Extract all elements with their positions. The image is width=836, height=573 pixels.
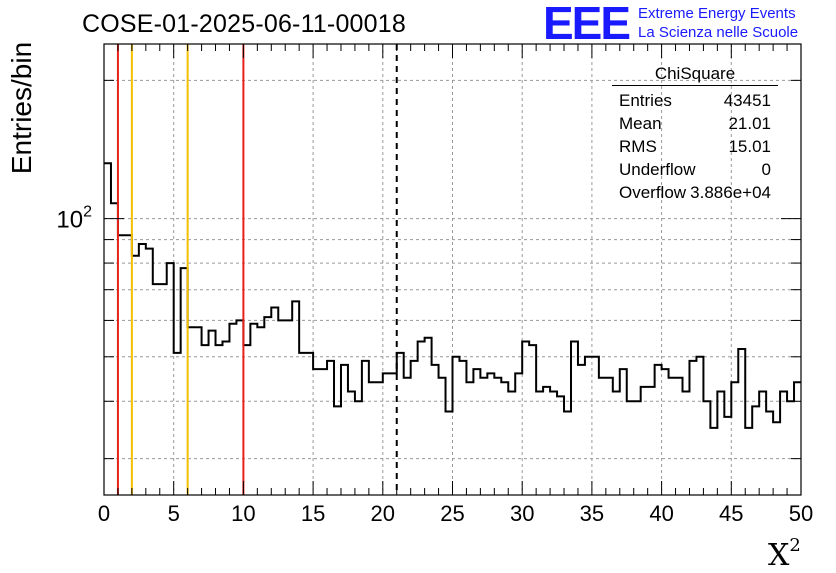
chart-title: COSE-01-2025-06-11-00018 bbox=[82, 10, 406, 38]
x-tick-label: 5 bbox=[168, 501, 180, 526]
x-tick-label: 50 bbox=[789, 501, 813, 526]
histogram bbox=[104, 162, 801, 429]
histogram-outline bbox=[104, 162, 801, 429]
stats-box: ChiSquare Entries 43451 Mean 21.01 RMS 15.0… bbox=[612, 64, 778, 204]
stats-key: RMS bbox=[619, 137, 657, 156]
stats-value: 3.886e+04 bbox=[690, 183, 771, 202]
stats-value: 43451 bbox=[723, 91, 771, 110]
x-tick-label: 40 bbox=[649, 501, 673, 526]
stats-row-underflow: Underflow 0 bbox=[612, 158, 778, 181]
stats-row-rms: RMS 15.01 bbox=[612, 135, 778, 158]
stats-value: 21.01 bbox=[728, 114, 771, 133]
x-tick-label: 10 bbox=[231, 501, 255, 526]
reference-lines bbox=[116, 44, 398, 495]
x-tick-label: 45 bbox=[719, 501, 743, 526]
eee-logo: EEE bbox=[543, 0, 631, 49]
x-tick-label: 30 bbox=[510, 501, 534, 526]
x-tick-label: 35 bbox=[580, 501, 604, 526]
logo-tagline-2: La Scienza nelle Scuole bbox=[638, 24, 799, 41]
tick-labels: 0 5 10 15 20 25 30 35 40 45 50 102 bbox=[56, 204, 813, 526]
x-tick-label: 20 bbox=[371, 501, 395, 526]
stats-title: ChiSquare bbox=[612, 64, 778, 86]
x-tick-label: 25 bbox=[440, 501, 464, 526]
stats-value: 0 bbox=[761, 160, 771, 179]
x-tick-label: 0 bbox=[98, 501, 110, 526]
stats-row-mean: Mean 21.01 bbox=[612, 112, 778, 135]
stats-key: Underflow bbox=[619, 160, 696, 179]
stats-row-entries: Entries 43451 bbox=[612, 89, 778, 112]
logo-tagline-1: Extreme Energy Events bbox=[638, 5, 796, 22]
y-tick-label: 102 bbox=[56, 204, 92, 234]
x-tick-label: 15 bbox=[301, 501, 325, 526]
x-axis-label-sup: 2 bbox=[789, 535, 801, 556]
axis-ticks bbox=[103, 44, 802, 495]
stats-key: Entries bbox=[619, 91, 672, 110]
y-axis-label: Entries/bin bbox=[6, 41, 37, 175]
stats-key: Mean bbox=[619, 114, 662, 133]
stats-row-overflow: Overflow 3.886e+04 bbox=[612, 181, 778, 204]
stats-key: Overflow bbox=[619, 183, 687, 202]
x-axis-label: X2 bbox=[768, 535, 801, 573]
x-axis-label-base: X bbox=[768, 538, 790, 573]
stats-value: 15.01 bbox=[728, 137, 771, 156]
